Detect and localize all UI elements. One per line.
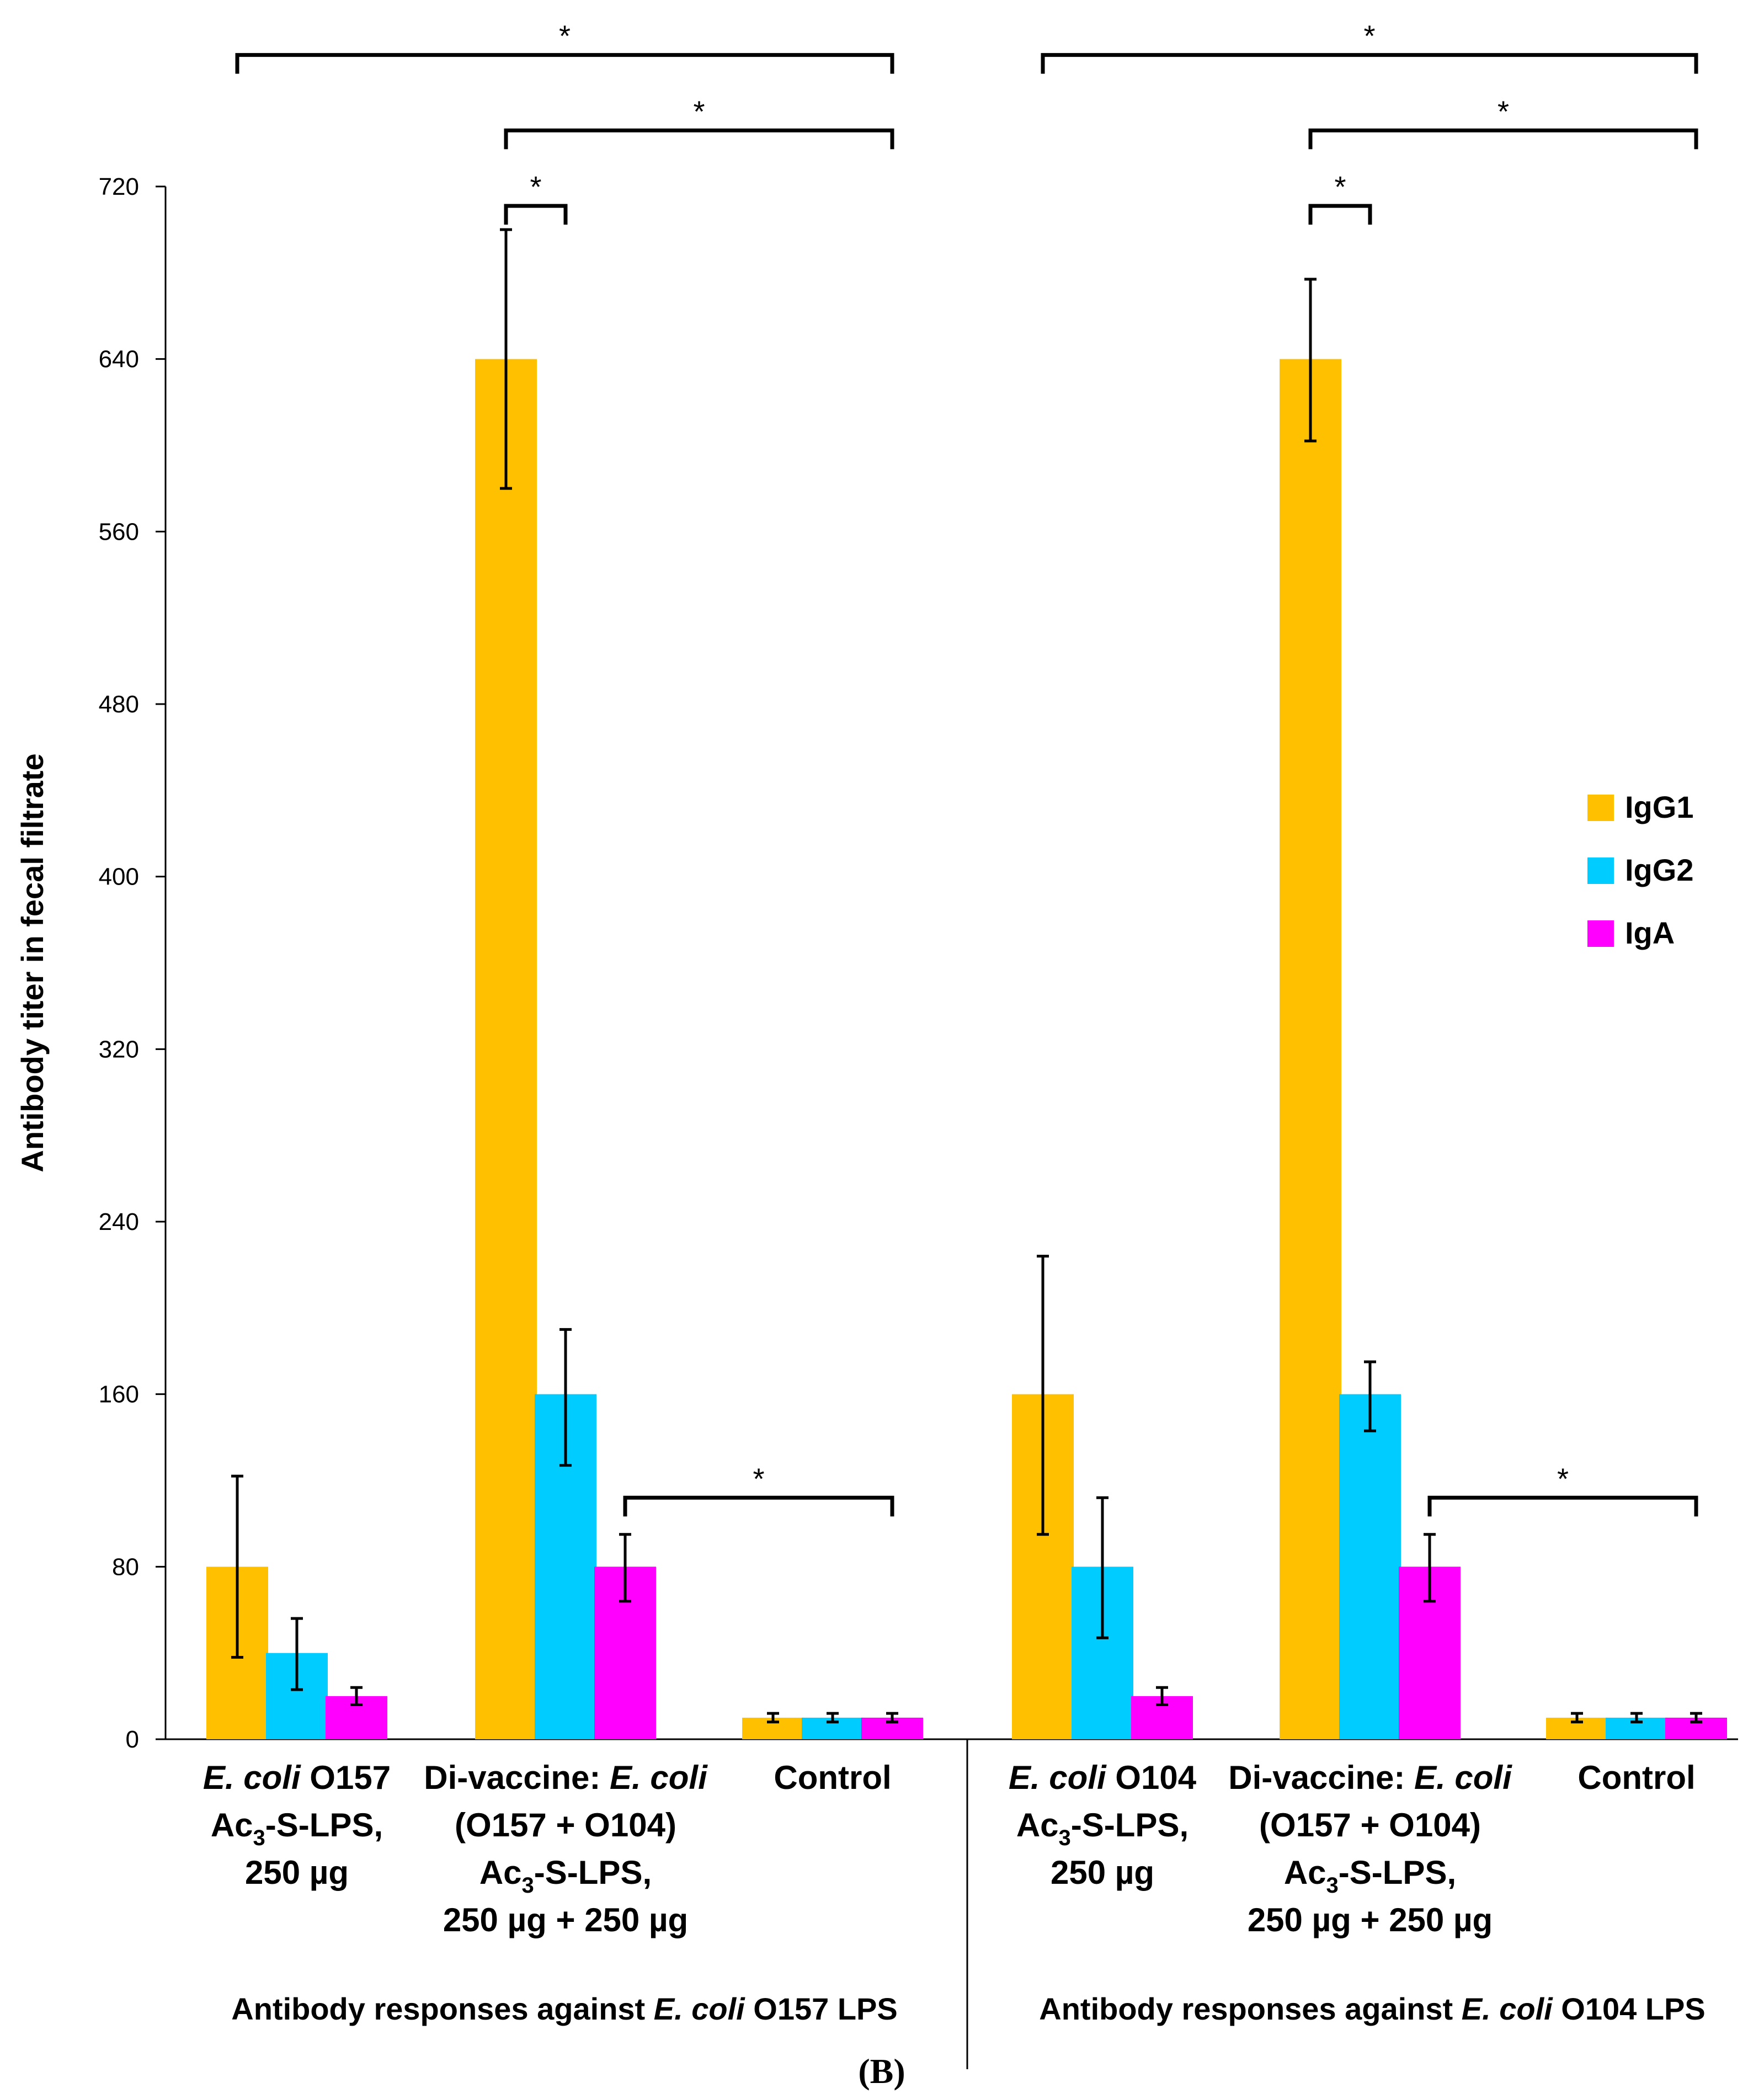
significance-bracket (235, 53, 894, 74)
significance-star: * (1334, 171, 1346, 204)
significance-bracket (1308, 204, 1372, 225)
category-label: (O157 + O104) (455, 1807, 676, 1844)
significance-star: * (559, 20, 571, 53)
significance-bracket (1427, 1495, 1698, 1517)
category-label-text: Control (1578, 1759, 1695, 1796)
category-label-text: Ac (1016, 1807, 1059, 1844)
significance-star: * (753, 1462, 764, 1495)
category-label: 250 µg (245, 1854, 349, 1891)
y-tick-label: 0 (126, 1726, 139, 1753)
significance-brackets: * * * * * * * * (235, 20, 1698, 1517)
group-label: Antibody responses against E. coli O157 … (231, 1991, 897, 2026)
category-label-text: O157 (301, 1759, 391, 1796)
y-tick-label: 80 (112, 1553, 139, 1580)
y-tick-label: 320 (99, 1036, 139, 1063)
bar-igg1 (1280, 359, 1341, 1739)
legend-swatch-igg2 (1587, 857, 1614, 884)
category-label-text: Control (774, 1759, 891, 1796)
y-tick-label: 720 (99, 173, 139, 200)
significance-bracket (504, 128, 894, 150)
y-tick-label: 640 (99, 346, 139, 373)
category-label: 250 µg (1051, 1854, 1154, 1891)
group-label-italic: E. coli (654, 1991, 745, 2026)
figure-caption: (B) (858, 2052, 905, 2091)
category-label-text: 250 µg + 250 µg (443, 1901, 688, 1938)
group-label: Antibody responses against E. coli O104 … (1039, 1991, 1705, 2026)
category-label-subscript: 3 (253, 1826, 265, 1850)
legend-swatch-iga (1587, 920, 1614, 947)
bar-igg1 (475, 359, 537, 1739)
category-label-text: (O157 + O104) (455, 1807, 676, 1844)
significance-bracket (1041, 53, 1698, 74)
legend: IgG1 IgG2 IgA (1587, 790, 1693, 950)
category-label: Ac3-S-LPS, (1016, 1807, 1189, 1850)
category-label-text: Ac (1284, 1854, 1326, 1891)
group-label-text: O157 LPS (745, 1991, 898, 2026)
category-label: Di-vaccine: E. coli (1228, 1759, 1512, 1796)
category-label: Di-vaccine: E. coli (424, 1759, 708, 1796)
y-tick-label: 160 (99, 1381, 139, 1408)
category-label: 250 µg + 250 µg (443, 1901, 688, 1938)
y-tick-label: 560 (99, 518, 139, 545)
y-tick-label: 240 (99, 1208, 139, 1235)
category-label-text: Ac (211, 1807, 253, 1844)
category-label-italic: E. coli (610, 1759, 708, 1796)
y-axis-label: Antibody titer in fecal filtrate (15, 753, 50, 1172)
category-label: Control (774, 1759, 891, 1796)
significance-star: * (530, 171, 541, 204)
category-label: Control (1578, 1759, 1695, 1796)
category-label-text: Di-vaccine: (424, 1759, 610, 1796)
y-tick-label: 480 (99, 691, 139, 718)
category-label-subscript: 3 (522, 1873, 534, 1898)
category-label: 250 µg + 250 µg (1248, 1901, 1493, 1938)
category-label-text: Ac (479, 1854, 522, 1891)
significance-bracket (1308, 128, 1698, 150)
group-label-text: O104 LPS (1553, 1991, 1706, 2026)
group-label-italic: E. coli (1462, 1991, 1553, 2026)
category-label-text: -S-LPS, (1339, 1854, 1456, 1891)
group-label-text: Antibody responses against (231, 1991, 654, 2026)
significance-star: * (1363, 20, 1375, 53)
axes: 0 80 160 240 320 400 480 560 640 720 Antibody tite… (15, 173, 1738, 2069)
category-label: E. coli O157 (203, 1759, 391, 1796)
category-label: Ac3-S-LPS, (211, 1807, 383, 1850)
category-label: Ac3-S-LPS, (1284, 1854, 1456, 1898)
category-label-text: O104 (1106, 1759, 1197, 1796)
category-label: (O157 + O104) (1259, 1807, 1481, 1844)
significance-star: * (1497, 95, 1509, 128)
significance-star: * (693, 95, 705, 128)
group-label-text: Antibody responses against (1039, 1991, 1462, 2026)
legend-swatch-igg1 (1587, 795, 1614, 821)
significance-star: * (1557, 1462, 1569, 1495)
error-bars (231, 228, 1702, 1724)
significance-bracket (623, 1495, 894, 1517)
category-label-text: Di-vaccine: (1228, 1759, 1414, 1796)
category-label-subscript: 3 (1059, 1826, 1071, 1850)
bars (206, 359, 1727, 1739)
category-label-text: -S-LPS, (1071, 1807, 1189, 1844)
y-tick-label: 400 (99, 864, 139, 891)
category-label-text: -S-LPS, (265, 1807, 383, 1844)
bar-igg2 (1339, 1394, 1401, 1739)
legend-label: IgG1 (1625, 790, 1693, 824)
category-label-italic: E. coli (1009, 1759, 1107, 1796)
legend-label: IgG2 (1625, 853, 1693, 887)
category-label-subscript: 3 (1326, 1873, 1339, 1898)
category-label-text: (O157 + O104) (1259, 1807, 1481, 1844)
category-label: Ac3-S-LPS, (479, 1854, 652, 1898)
legend-label: IgA (1625, 915, 1675, 950)
category-label-text: 250 µg (245, 1854, 349, 1891)
category-label-text: 250 µg (1051, 1854, 1154, 1891)
category-label-text: -S-LPS, (534, 1854, 652, 1891)
significance-bracket (504, 204, 568, 225)
category-label-italic: E. coli (1414, 1759, 1512, 1796)
category-label-text: 250 µg + 250 µg (1248, 1901, 1493, 1938)
category-label: E. coli O104 (1009, 1759, 1197, 1796)
category-label-italic: E. coli (203, 1759, 301, 1796)
